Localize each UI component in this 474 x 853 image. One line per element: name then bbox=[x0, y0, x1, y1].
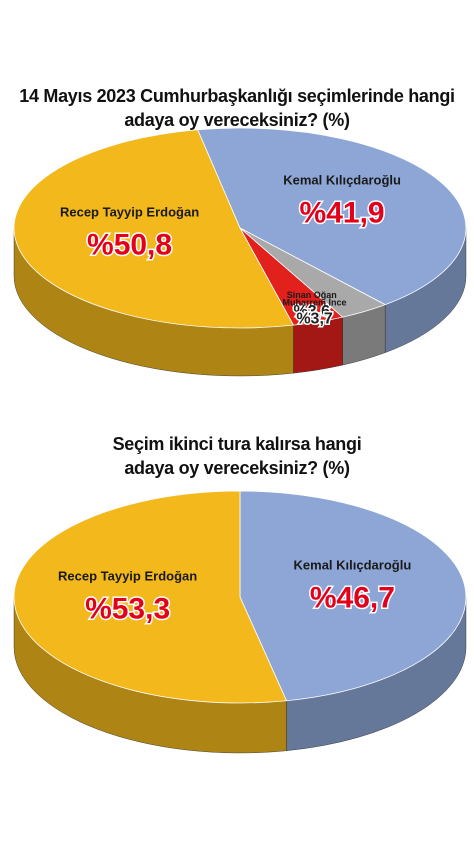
slice bbox=[239, 490, 467, 702]
value-label: %46,7 bbox=[310, 582, 395, 615]
slice-name: Muharrem İnce bbox=[283, 298, 347, 308]
value-label: %53,3 bbox=[85, 592, 170, 625]
slice-name: Sinan Oğan bbox=[287, 290, 337, 300]
slice-name: Kemal Kılıçdaroğlu bbox=[283, 173, 401, 188]
value-label: %50,8 bbox=[87, 229, 172, 262]
value-label: %3,7 bbox=[296, 311, 333, 328]
slice-name: Kemal Kılıçdaroğlu bbox=[294, 558, 412, 573]
slice bbox=[13, 490, 288, 704]
chart-title: Seçim ikinci tura kalırsa hangi adaya oy… bbox=[112, 434, 362, 478]
value-label: %3,6 bbox=[294, 303, 331, 320]
slice bbox=[197, 127, 467, 306]
slice-name: Recep Tayyip Erdoğan bbox=[58, 568, 197, 583]
slice bbox=[13, 129, 295, 329]
value-label: %41,9 bbox=[300, 197, 385, 230]
chart-title: 14 Mayıs 2023 Cumhurbaşkanlığı seçimleri… bbox=[19, 86, 455, 130]
slice-name: Recep Tayyip Erdoğan bbox=[60, 205, 199, 220]
